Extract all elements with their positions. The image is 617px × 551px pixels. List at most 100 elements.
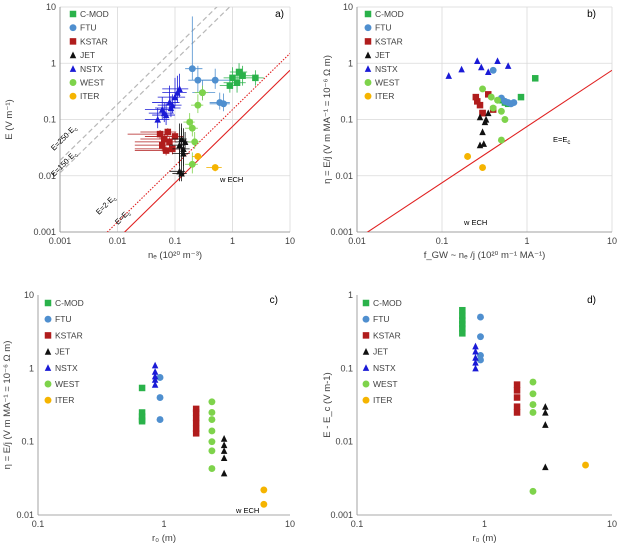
y-axis-label: E - E_c (V m-1) xyxy=(322,372,333,437)
west-point xyxy=(529,390,537,398)
line-annotation: E=2·Ec xyxy=(94,193,119,218)
west-point xyxy=(208,465,216,472)
legend-label-c-mod: C-MOD xyxy=(375,9,404,19)
nstx-point xyxy=(472,342,479,350)
legend-marker-nstx xyxy=(44,364,52,371)
legend-marker-nstx xyxy=(364,65,372,72)
kstar-point xyxy=(513,381,521,388)
legend-label-c-mod: C-MOD xyxy=(373,298,402,308)
legend-marker-ftu xyxy=(69,24,77,32)
x-axis-label: nₑ (10²⁰ m⁻³) xyxy=(148,250,202,261)
kstar-point xyxy=(474,98,481,105)
ftu-point xyxy=(489,66,497,74)
jet-point xyxy=(484,109,492,117)
legend-label-nstx: NSTX xyxy=(80,64,103,74)
legend-marker-ftu xyxy=(44,315,52,323)
jet-point xyxy=(180,149,187,157)
kstar-point xyxy=(160,135,168,143)
legend-marker-iter xyxy=(362,396,370,404)
ftu-point xyxy=(156,374,164,381)
legend-marker-nstx xyxy=(362,364,370,371)
c-mod-point xyxy=(459,330,466,337)
c-mod-point xyxy=(235,68,243,76)
west-point xyxy=(208,398,216,406)
legend-label-kstar: KSTAR xyxy=(373,330,401,340)
line-annotation: E=Ec xyxy=(113,208,133,228)
y-tick-label: 1 xyxy=(348,58,353,68)
x-tick-label: 0.1 xyxy=(169,236,182,246)
west-point xyxy=(191,138,199,146)
jet-point xyxy=(542,421,549,428)
west-point xyxy=(208,409,216,416)
west-point xyxy=(497,107,505,115)
kstar-point xyxy=(472,93,480,101)
legend-label-iter: ITER xyxy=(80,91,99,101)
west-point xyxy=(497,136,505,144)
reference-line xyxy=(106,52,290,232)
legend-label-iter: ITER xyxy=(373,395,392,405)
west-point xyxy=(186,118,194,126)
c-mod-point xyxy=(459,320,466,328)
legend-label-ftu: FTU xyxy=(55,314,72,324)
legend-label-iter: ITER xyxy=(55,395,74,405)
reference-lines xyxy=(366,69,612,232)
nstx-point xyxy=(151,376,159,383)
y-tick-label: 0.1 xyxy=(43,115,56,125)
x-axis-label: f_GW ~ nₑ /j (10²⁰ m⁻¹ MA⁻¹) xyxy=(424,250,546,261)
legend-label-kstar: KSTAR xyxy=(375,36,403,46)
c-mod-point xyxy=(229,74,236,82)
kstar-point xyxy=(479,109,486,117)
jet-point xyxy=(178,169,185,177)
kstar-point xyxy=(484,91,492,98)
iter-point xyxy=(479,164,487,171)
legend-marker-c-mod xyxy=(44,299,52,307)
legend-label-nstx: NSTX xyxy=(55,363,78,373)
panel-label: d) xyxy=(587,295,596,306)
w-ech-annotation: w ECH xyxy=(219,175,243,184)
x-tick-label: 10 xyxy=(285,519,295,529)
iter-point xyxy=(464,153,472,160)
legend-marker-kstar xyxy=(69,38,77,45)
y-tick-label: 0.001 xyxy=(330,227,353,237)
legend: C-MOD FTU KSTAR JET NSTX WEST ITER xyxy=(364,9,404,101)
legend-label-west: WEST xyxy=(80,78,105,88)
panel-label: c) xyxy=(270,295,278,306)
nstx-point xyxy=(151,381,159,388)
kstar-point xyxy=(158,141,166,149)
west-point xyxy=(208,427,216,435)
legend-label-iter: ITER xyxy=(375,91,394,101)
x-tick-label: 0.1 xyxy=(436,236,449,246)
legend-marker-ftu xyxy=(362,315,370,323)
x-tick-label: 10 xyxy=(607,519,617,529)
annotation-main: E=150·E xyxy=(49,151,76,178)
x-tick-label: 0.1 xyxy=(351,519,364,529)
west-point xyxy=(198,89,206,97)
chart-panel-4: 0.1 1 10 0.001 0.01 0.1 1 r₀ (m) E - E_c (V m-1)… xyxy=(322,290,617,544)
x-tick-label: 10 xyxy=(285,236,295,246)
x-tick-label: 0.1 xyxy=(32,519,45,529)
legend: C-MOD FTU KSTAR JET NSTX WEST ITER xyxy=(44,298,84,405)
c-mod-point xyxy=(459,312,466,320)
west-point xyxy=(489,104,497,112)
legend-label-ftu: FTU xyxy=(80,23,97,33)
west-point xyxy=(188,160,196,168)
y-axis-label: E (V m⁻¹) xyxy=(4,99,15,139)
kstar-point xyxy=(192,425,200,433)
line-annotation: E=Ec xyxy=(553,135,570,146)
west-point xyxy=(208,447,216,455)
panel-label: b) xyxy=(587,9,596,20)
annotation-subscript: c xyxy=(127,211,133,217)
jet-point xyxy=(480,140,488,147)
ftu-point xyxy=(194,76,202,84)
c-mod-point xyxy=(239,72,246,79)
nstx-point xyxy=(445,72,452,79)
x-tick-label: 0.01 xyxy=(348,236,366,246)
iter-point xyxy=(260,500,268,508)
nstx-point xyxy=(151,361,159,369)
line-annotation: E=150·Ec xyxy=(49,149,80,180)
w-ech-annotation: w ECH xyxy=(235,506,259,515)
ftu-point xyxy=(156,416,164,424)
reference-line xyxy=(60,7,218,161)
west-point xyxy=(208,416,216,424)
nstx-point xyxy=(478,63,485,71)
